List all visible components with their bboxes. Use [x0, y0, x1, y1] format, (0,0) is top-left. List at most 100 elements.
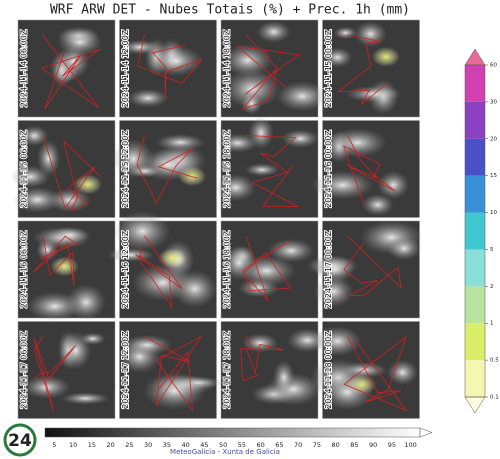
precip-tick-label: 30 — [490, 99, 497, 105]
cloud-patch — [61, 392, 110, 405]
panel-label: 2024-11-15 18:00Z — [223, 130, 232, 208]
rain-patch — [371, 46, 400, 67]
precip-tick-label: 10 — [490, 210, 497, 216]
precip-tick-label: 15 — [490, 173, 497, 179]
cloud-patch — [26, 291, 83, 321]
logo: 24 — [8, 431, 32, 451]
colorbar-segment — [465, 249, 485, 287]
rain-patch — [178, 166, 207, 187]
cloud-patch — [215, 173, 256, 202]
cloud-tick-label: 35 — [163, 441, 171, 449]
rain-patch — [50, 256, 79, 277]
precip-tick-label: 5 — [490, 247, 494, 253]
cloud-tick-label: 100 — [404, 441, 416, 449]
cloud-patch — [236, 255, 297, 287]
cloud-patch — [322, 47, 353, 68]
precip-tick-label: 20 — [490, 136, 497, 142]
colorbar-segment — [465, 175, 485, 213]
cloud-patch — [354, 21, 387, 47]
panel-label: 2024-11-14 18:00Z — [223, 29, 232, 107]
panel-label: 2024-11-15 00:00Z — [324, 29, 333, 107]
border-lines — [342, 135, 396, 205]
cloud-colorbar — [44, 427, 421, 438]
cloud-patch — [281, 129, 320, 148]
cloud-tick-label: 75 — [313, 441, 321, 449]
cloud-patch — [387, 359, 419, 386]
cloud-patch — [122, 334, 172, 356]
cloud-patch — [326, 128, 388, 158]
border-lines — [236, 34, 300, 111]
panel-label: 2024-11-18 00:00Z — [324, 331, 333, 409]
cloud-patch — [272, 360, 295, 395]
rain-patch — [348, 374, 377, 395]
cloud-patch — [57, 29, 103, 55]
colorbar-segment — [465, 360, 485, 397]
colorbar-segment — [465, 65, 485, 102]
border-lines — [336, 34, 388, 106]
logo-ring — [3, 423, 37, 457]
rain-patch — [158, 248, 187, 269]
cloud-patch — [155, 134, 206, 151]
panel-label: 2024-11-16 00:00Z — [324, 130, 333, 208]
cloud-patch — [79, 332, 106, 345]
cloud-patch — [387, 237, 421, 261]
cloud-patch — [107, 247, 155, 262]
cloud-patch — [149, 45, 203, 77]
precip-tick-label: 2 — [490, 284, 494, 290]
border-lines — [135, 235, 183, 309]
panel-label: 2024-11-17 00:00Z — [324, 230, 333, 308]
colorbar-cap — [419, 427, 433, 438]
border-lines — [343, 235, 402, 297]
cloud-patch — [311, 170, 374, 200]
cloud-tick-label: 60 — [256, 441, 264, 449]
cloud-patch — [238, 278, 279, 298]
cloud-patch — [313, 325, 362, 357]
cloud-patch — [127, 164, 162, 178]
border-lines — [242, 235, 292, 302]
cloud-patch — [333, 26, 358, 40]
cloud-patch — [49, 226, 90, 244]
border-lines — [32, 235, 78, 286]
panel-label: 2024-11-17 18:00Z — [223, 331, 232, 409]
cloud-patch — [361, 193, 394, 216]
border-lines — [240, 336, 285, 382]
precip-tick-label: 60 — [490, 63, 497, 69]
cloud-tick-label: 55 — [238, 441, 246, 449]
cloud-patch — [120, 39, 160, 55]
cloud-tick-label: 80 — [331, 441, 339, 449]
cloud-tick-label: 95 — [388, 441, 396, 449]
border-lines — [40, 34, 101, 110]
precip-tick-label: 0.1 — [490, 395, 499, 401]
colorbar-segment — [465, 323, 485, 361]
cloud-patch — [275, 81, 329, 112]
panel-label: 2024-11-15 12:00Z — [121, 130, 130, 208]
panel-label: 2024-11-16 18:00Z — [223, 230, 232, 308]
title: WRF ARW DET - Nubes Totais (%) + Prec. 1… — [50, 3, 410, 18]
colorbar-frame — [464, 64, 486, 398]
border-lines — [144, 335, 203, 412]
cloud-patch — [339, 362, 388, 379]
cloud-patch — [216, 133, 259, 153]
cloud-tick-label: 5 — [52, 441, 56, 449]
cloud-tick-label: 40 — [181, 441, 189, 449]
border-lines — [136, 135, 198, 205]
cloud-tick-label: 90 — [369, 441, 377, 449]
border-lines — [42, 135, 102, 211]
border-lines — [33, 336, 77, 412]
cloud-patch — [10, 165, 50, 189]
panel-label: 2024-11-16 12:00Z — [121, 230, 130, 308]
colorbar-segment — [465, 212, 485, 250]
cloud-patch — [222, 43, 273, 77]
cloud-patch — [12, 186, 62, 213]
cloud-tick-label: 20 — [106, 441, 114, 449]
panel-label: 2024-11-14 06:00Z — [20, 29, 29, 107]
colorbar-cap — [464, 396, 486, 414]
cloud-tick-label: 30 — [144, 441, 152, 449]
rain-patch — [73, 174, 102, 195]
cloud-patch — [242, 333, 279, 353]
panel-label: 2024-11-17 12:00Z — [121, 331, 130, 409]
border-lines — [343, 335, 408, 412]
cloud-tick-label: 65 — [275, 441, 283, 449]
cloud-patch — [244, 163, 280, 177]
